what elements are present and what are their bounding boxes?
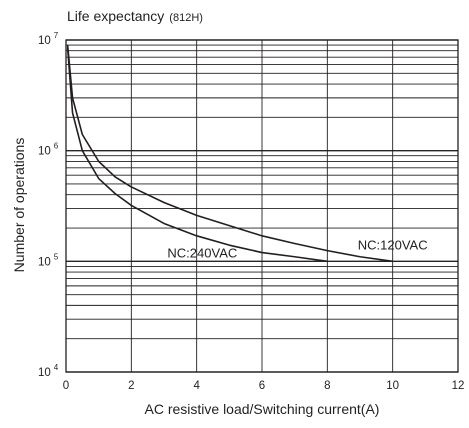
y-tick-base: 10 [38,146,51,158]
series-line-nc-240vac [66,47,328,263]
series-line-nc-120vac [66,44,393,263]
x-tick-label: 8 [324,380,330,392]
y-tick-exponent: 6 [54,142,59,151]
annotation-label: NC:120VAC [358,237,428,252]
x-axis-label: AC resistive load/Switching current(A) [145,401,380,417]
y-tick-label: 10 4 [38,363,59,379]
series-annotations: NC:120VAC NC:240VAC [167,237,427,260]
chart-subtitle: (812H) [169,12,203,24]
x-tick-label: 6 [259,380,265,392]
y-tick-label: 10 5 [38,252,59,268]
plot-frame [65,39,459,373]
x-tick-labels: 0 2 4 6 8 10 12 [63,380,465,392]
y-tick-exponent: 7 [54,31,59,40]
y-axis-label: Number of operations [11,138,27,273]
y-tick-label: 10 7 [38,31,59,47]
series-lines [66,44,393,263]
y-tick-exponent: 5 [54,252,59,261]
y-tick-base: 10 [38,256,51,268]
x-tick-label: 10 [386,380,399,392]
y-tick-base: 10 [38,367,51,379]
x-tick-label: 12 [452,380,465,392]
grid-lines [65,39,459,373]
chart-title-main: Life expectancy [67,8,164,24]
y-tick-exponent: 4 [54,363,59,372]
x-tick-label: 0 [63,380,69,392]
y-tick-label: 10 6 [38,142,59,158]
y-tick-base: 10 [38,35,51,47]
x-tick-label: 2 [128,380,134,392]
annotation-label: NC:240VAC [167,245,237,260]
x-tick-label: 4 [193,380,200,392]
chart-title: Life expectancy (812H) [67,8,203,24]
